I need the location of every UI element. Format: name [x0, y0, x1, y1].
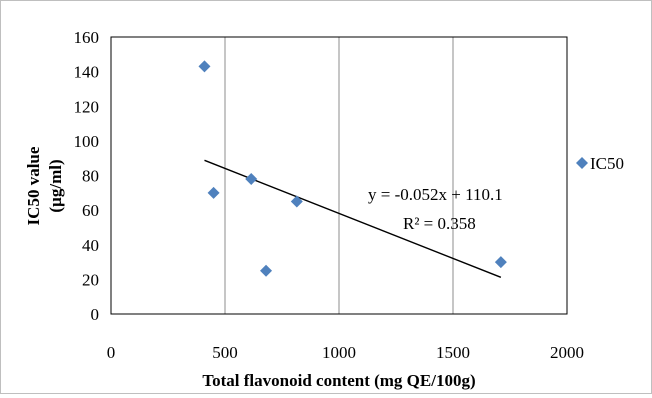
- data-point-diamond: [260, 264, 273, 277]
- x-tick-label: 1000: [322, 343, 356, 362]
- x-tick-labels: 0 500 1000 1500 2000: [107, 343, 584, 362]
- plot-area-border: [110, 36, 568, 315]
- legend-label-ic50: IC50: [590, 154, 624, 173]
- data-point-diamond: [245, 172, 258, 185]
- x-tick-label: 500: [212, 343, 238, 362]
- data-points: [198, 60, 507, 277]
- legend-marker-diamond: [576, 157, 588, 169]
- data-point-diamond: [290, 195, 303, 208]
- y-tick-label: 40: [82, 236, 99, 255]
- trendline-r-squared: R² = 0.358: [403, 214, 476, 233]
- y-axis-title: IC50 value (µg/ml): [24, 146, 65, 225]
- data-point-diamond: [494, 256, 507, 269]
- y-tick-label: 0: [91, 305, 100, 324]
- x-tick-label: 0: [107, 343, 116, 362]
- y-tick-label: 120: [74, 97, 100, 116]
- x-tick-label: 1500: [436, 343, 470, 362]
- y-tick-label: 60: [82, 201, 99, 220]
- x-tick-label: 2000: [550, 343, 584, 362]
- y-axis-title-line1: IC50 value: [24, 146, 43, 225]
- data-point-diamond: [198, 60, 211, 73]
- y-tick-label: 140: [74, 63, 100, 82]
- data-point-diamond: [207, 186, 220, 199]
- x-axis-title: Total flavonoid content (mg QE/100g): [202, 371, 475, 390]
- y-tick-label: 100: [74, 132, 100, 151]
- y-tick-label: 160: [74, 28, 100, 47]
- y-axis-title-line2: (µg/ml): [46, 159, 65, 212]
- trendline-equation: y = -0.052x + 110.1: [368, 185, 503, 204]
- legend: IC50: [576, 154, 624, 173]
- grid-lines: [224, 37, 454, 314]
- y-tick-label: 80: [82, 167, 99, 186]
- y-tick-labels: 0 20 40 60 80 100 120 140 160: [74, 28, 100, 324]
- y-tick-label: 20: [82, 270, 99, 289]
